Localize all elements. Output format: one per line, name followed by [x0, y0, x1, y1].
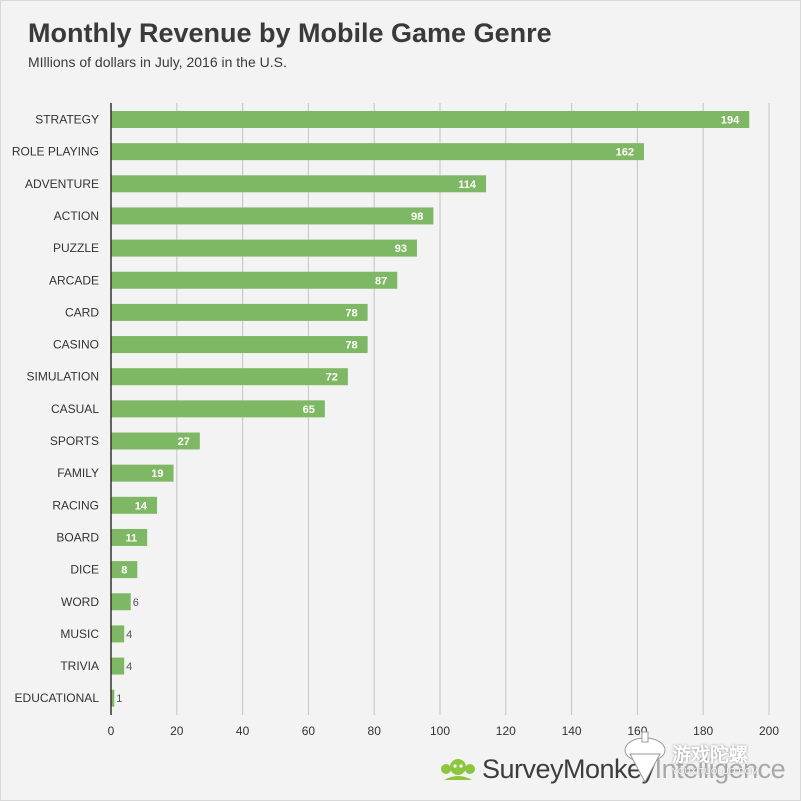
category-labels: STRATEGY ROLE PLAYING ADVENTURE ACTION PUZZL…	[12, 113, 99, 706]
category-label: TRIVIA	[60, 659, 99, 673]
category-label: WORD	[61, 595, 99, 609]
category-label: MUSIC	[60, 627, 99, 641]
x-axis-ticks: 0 20 40 60 80 100 120 140 160 180 200	[108, 724, 780, 738]
category-label: CARD	[65, 305, 99, 319]
bar-word	[111, 593, 131, 611]
category-label: SIMULATION	[27, 370, 99, 384]
category-label: SPORTS	[50, 434, 99, 448]
value-label: 4	[126, 629, 132, 641]
bar-action	[111, 207, 434, 225]
value-label: 93	[395, 243, 407, 255]
brand-footer: SurveyMonkeyIntelligence	[440, 752, 786, 786]
value-labels: 194 162 114 98 93 87 78 78 72 65 27 19 14 11 8 6 4 4 1	[116, 115, 740, 706]
category-label: STRATEGY	[35, 113, 99, 127]
brand-name-suffix: Intelligence	[654, 753, 786, 784]
value-label: 114	[458, 179, 477, 191]
bar-casual	[111, 400, 325, 418]
chart-subtitle: MIllions of dollars in July, 2016 in the…	[28, 54, 287, 70]
bar-trivia	[111, 657, 125, 675]
brand-name-main: SurveyMonkey	[482, 753, 655, 784]
category-label: FAMILY	[57, 466, 99, 480]
value-label: 1	[116, 693, 122, 705]
x-tick-label: 180	[693, 724, 713, 738]
bar-casino	[111, 336, 368, 354]
bar-adventure	[111, 175, 487, 193]
value-label: 19	[151, 468, 163, 480]
bar-family	[111, 464, 174, 482]
value-label: 14	[135, 500, 148, 512]
value-label: 87	[375, 275, 387, 287]
bar-music	[111, 625, 125, 643]
monkey-logo-icon	[441, 759, 475, 780]
bar-strategy	[111, 111, 750, 128]
x-tick-label: 0	[108, 724, 115, 738]
bar-dice	[111, 561, 138, 579]
value-label: 6	[133, 597, 139, 609]
value-label: 65	[303, 404, 315, 416]
category-label: ADVENTURE	[25, 177, 99, 191]
x-tick-label: 120	[496, 724, 516, 738]
bar-board	[111, 528, 148, 546]
category-label: EDUCATIONAL	[15, 691, 100, 705]
x-tick-label: 60	[302, 724, 316, 738]
value-label: 8	[121, 565, 127, 577]
value-label: 11	[126, 532, 138, 544]
category-label: PUZZLE	[53, 241, 99, 255]
bar-role-playing	[111, 143, 644, 161]
category-label: ACTION	[54, 209, 99, 223]
category-label: ROLE PLAYING	[12, 145, 99, 159]
spinning-top-icon	[624, 731, 666, 784]
x-tick-label: 20	[170, 724, 184, 738]
category-label: ARCADE	[49, 273, 99, 287]
value-label: 27	[178, 436, 190, 448]
bar-simulation	[111, 368, 348, 386]
bar-puzzle	[111, 239, 417, 257]
x-tick-label: 80	[368, 724, 382, 738]
chart-title: Monthly Revenue by Mobile Game Genre	[28, 18, 552, 48]
value-label: 98	[411, 211, 423, 223]
value-label: 72	[326, 372, 338, 384]
brand-name: SurveyMonkeyIntelligence	[482, 753, 786, 785]
x-tick-label: 40	[236, 724, 250, 738]
category-label: CASINO	[53, 338, 99, 352]
bar-sports	[111, 432, 200, 450]
bar-educational	[111, 689, 115, 707]
value-label: 162	[616, 147, 634, 159]
bar-racing	[111, 496, 158, 514]
value-label: 78	[345, 340, 357, 352]
x-tick-label: 100	[430, 724, 450, 738]
category-label: RACING	[52, 498, 99, 512]
x-tick-label: 140	[562, 724, 582, 738]
bar-card	[111, 303, 368, 321]
gridlines	[176, 103, 770, 715]
category-label: CASUAL	[51, 402, 99, 416]
bars	[111, 111, 750, 707]
watermark-text-cn: 游戏陀螺	[672, 745, 749, 766]
bar-arcade	[111, 271, 398, 289]
category-label: DICE	[70, 563, 99, 577]
value-label: 78	[345, 307, 357, 319]
category-label: BOARD	[56, 530, 99, 544]
watermark-text-en: YOUXITUOLUO.COM	[672, 767, 759, 776]
value-label: 194	[721, 115, 740, 127]
value-label: 4	[126, 661, 132, 673]
watermark: 游戏陀螺 YOUXITUOLUO.COM	[622, 727, 797, 789]
x-tick-label: 200	[759, 724, 779, 738]
